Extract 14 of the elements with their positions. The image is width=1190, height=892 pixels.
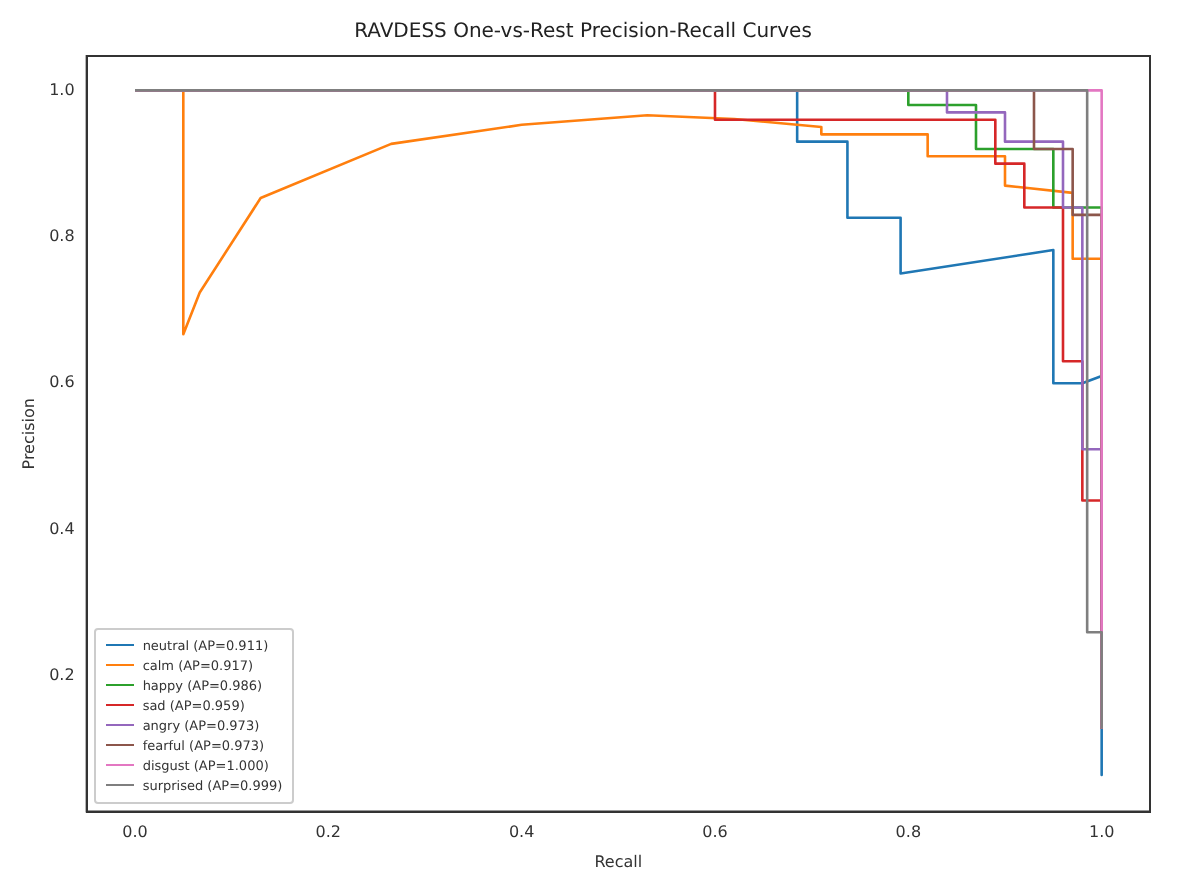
x-tick-label: 0.6 bbox=[702, 823, 728, 842]
x-axis-title: Recall bbox=[594, 852, 643, 871]
y-tick-label: 0.8 bbox=[49, 227, 75, 245]
x-tick-label: 1.0 bbox=[1088, 823, 1115, 842]
y-tick-label: 0.6 bbox=[49, 373, 75, 392]
chart-title: RAVDESS One-vs-Rest Precision-Recall Curves bbox=[354, 21, 812, 44]
x-tick-label: 0.8 bbox=[895, 823, 922, 842]
y-axis-title: Precision bbox=[19, 398, 38, 470]
x-tick-label: 0.4 bbox=[508, 823, 535, 842]
x-tick-label: 0.0 bbox=[122, 823, 148, 842]
y-tick-label: 0.2 bbox=[49, 666, 75, 685]
y-tick-label: 1.0 bbox=[49, 80, 75, 99]
y-tick-label: 0.4 bbox=[49, 519, 75, 538]
x-tick-label: 0.2 bbox=[315, 823, 342, 842]
